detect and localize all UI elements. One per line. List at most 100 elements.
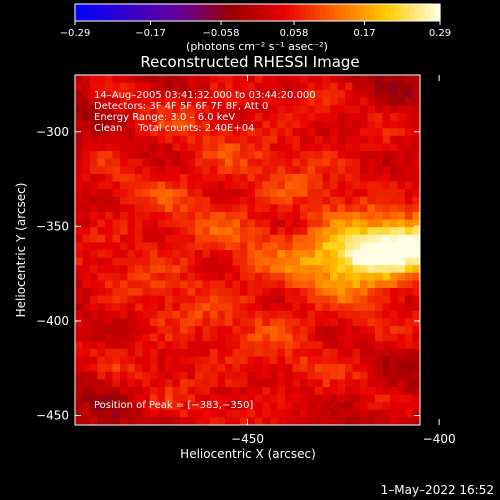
heatmap-pixel [382, 386, 391, 396]
heatmap-pixel [270, 333, 278, 342]
heatmap-pixel [390, 219, 398, 228]
heatmap-pixel [255, 82, 263, 91]
heatmap-pixel [300, 295, 308, 304]
heatmap-pixel [127, 371, 136, 380]
heatmap-pixel [337, 204, 346, 213]
heatmap-pixel [352, 257, 361, 266]
heatmap-pixel [240, 204, 248, 213]
heatmap-pixel [255, 348, 263, 358]
heatmap-pixel [405, 113, 413, 122]
heatmap-pixel [202, 227, 211, 236]
heatmap-pixel [352, 288, 361, 297]
heatmap-pixel [120, 348, 128, 358]
heatmap-pixel [195, 158, 203, 167]
heatmap-pixel [277, 310, 286, 319]
heatmap-pixel [405, 90, 413, 99]
heatmap-pixel [180, 181, 188, 190]
heatmap-pixel [345, 318, 353, 327]
heatmap-pixel [150, 348, 158, 358]
heatmap-pixel [285, 234, 293, 243]
colorbar-cell [415, 4, 421, 21]
heatmap-pixel [82, 386, 91, 396]
colorbar-cell [75, 4, 81, 21]
heatmap-pixel [337, 333, 346, 342]
heatmap-pixel [315, 204, 323, 213]
heatmap-pixel [405, 265, 413, 274]
heatmap-pixel [187, 120, 196, 129]
heatmap-pixel [262, 97, 271, 106]
heatmap-pixel [270, 135, 278, 144]
heatmap-pixel [120, 288, 128, 297]
heatmap-pixel [90, 211, 98, 221]
heatmap-pixel [135, 173, 143, 183]
heatmap-pixel [180, 295, 188, 304]
heatmap-pixel [202, 326, 211, 335]
colorbar-cell [160, 4, 166, 21]
heatmap-pixel [217, 386, 226, 396]
heatmap-pixel [82, 250, 91, 259]
x-axis-ticks: −450−400−350 [231, 75, 456, 446]
heatmap-pixel [345, 402, 353, 411]
heatmap-pixel [262, 257, 271, 266]
heatmap-pixel [90, 348, 98, 358]
heatmap-pixel [195, 105, 203, 114]
heatmap-pixel [225, 379, 233, 388]
heatmap-pixel [345, 326, 353, 335]
heatmap-pixel [345, 257, 353, 266]
heatmap-pixel [397, 280, 406, 289]
heatmap-pixel [225, 272, 233, 281]
heatmap-pixel [367, 250, 376, 259]
heatmap-pixel [187, 379, 196, 388]
heatmap-pixel [180, 173, 188, 183]
heatmap-pixel [270, 242, 278, 251]
heatmap-pixel [322, 90, 331, 99]
heatmap-pixel [225, 75, 233, 84]
heatmap-pixel [375, 120, 383, 129]
heatmap-pixel [345, 295, 353, 304]
heatmap-pixel [292, 288, 301, 297]
colorbar-cell [410, 4, 416, 21]
heatmap-pixel [412, 204, 421, 213]
heatmap-pixel [210, 402, 218, 411]
heatmap-pixel [90, 173, 98, 183]
heatmap-pixel [172, 135, 181, 144]
heatmap-pixel [360, 409, 368, 418]
heatmap-pixel [255, 204, 263, 213]
heatmap-pixel [322, 173, 331, 183]
heatmap-pixel [112, 181, 121, 190]
heatmap-pixel [90, 356, 98, 365]
heatmap-pixel [172, 265, 181, 274]
heatmap-pixel [82, 371, 91, 380]
heatmap-pixel [382, 394, 391, 403]
heatmap-pixel [142, 371, 151, 380]
heatmap-pixel [345, 409, 353, 418]
heatmap-pixel [90, 82, 98, 91]
heatmap-pixel [360, 135, 368, 144]
heatmap-pixel [367, 219, 376, 228]
heatmap-pixel [412, 90, 421, 99]
heatmap-pixel [90, 181, 98, 190]
heatmap-pixel [367, 234, 376, 243]
heatmap-pixel [352, 303, 361, 312]
heatmap-pixel [210, 135, 218, 144]
heatmap-pixel [120, 173, 128, 183]
heatmap-pixel [157, 75, 166, 84]
heatmap-pixel [337, 402, 346, 411]
heatmap-pixel [285, 135, 293, 144]
heatmap-pixel [322, 341, 331, 350]
heatmap-pixel [135, 219, 143, 228]
heatmap-pixel [255, 272, 263, 281]
heatmap-pixel [150, 181, 158, 190]
heatmap-pixel [240, 234, 248, 243]
heatmap-pixel [150, 90, 158, 99]
heatmap-pixel [360, 234, 368, 243]
heatmap-pixel [405, 364, 413, 373]
heatmap-pixel [195, 364, 203, 373]
heatmap-pixel [217, 90, 226, 99]
heatmap-pixel [300, 409, 308, 418]
heatmap-pixel [292, 158, 301, 167]
heatmap-pixel [307, 105, 316, 114]
heatmap-pixel [172, 288, 181, 297]
heatmap-pixel [315, 402, 323, 411]
heatmap-pixel [127, 265, 136, 274]
